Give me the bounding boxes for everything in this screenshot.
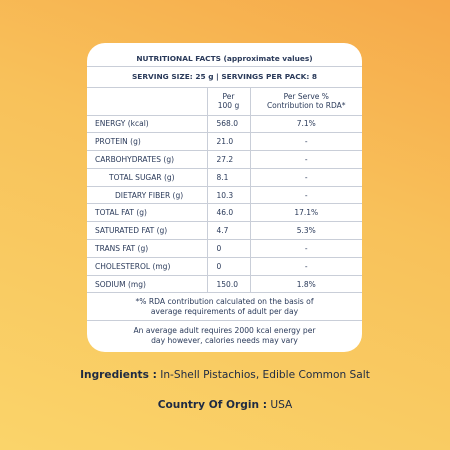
nutrient-name: PROTEIN (g) <box>87 132 208 152</box>
table-row: SATURATED FAT (g) 4.7 5.3% <box>87 221 362 241</box>
nutrient-rda: 1.8% <box>250 275 362 294</box>
energy-footnote: An average adult requires 2000 kcal ener… <box>133 326 316 346</box>
nutrient-per100: 21.0 <box>207 132 251 152</box>
nutrient-per100: 8.1 <box>207 168 251 187</box>
nutrient-per100: 46.0 <box>207 203 251 223</box>
nutrient-rda: 17.1% <box>250 203 362 223</box>
nutrient-name: ENERGY (kcal) <box>87 115 208 134</box>
nutrition-table: Per 100 g Per Serve % Contribution to RDA*… <box>87 88 362 294</box>
rda-footnote: *% RDA contribution calculated on the ba… <box>87 293 362 322</box>
nutrient-rda: - <box>250 168 362 187</box>
nutrient-rda: - <box>250 186 362 205</box>
nutrient-header <box>87 88 208 116</box>
nutrient-name: TOTAL SUGAR (g) <box>87 168 208 187</box>
country-value: USA <box>270 399 293 411</box>
ingredients-value: In-Shell Pistachios, Edible Common Salt <box>160 369 370 381</box>
nutrient-per100: 0 <box>207 257 251 276</box>
table-row: TOTAL FAT (g) 46.0 17.1% <box>87 203 362 223</box>
table-row: ENERGY (kcal) 568.0 7.1% <box>87 115 362 134</box>
table-row: CARBOHYDRATES (g) 27.2 - <box>87 150 362 169</box>
nutrient-name: TOTAL FAT (g) <box>87 203 208 223</box>
ingredients-line: Ingredients : In-Shell Pistachios, Edibl… <box>0 369 450 381</box>
nutrient-name: DIETARY FIBER (g) <box>87 186 208 205</box>
table-row: TRANS FAT (g) 0 - <box>87 239 362 258</box>
nutrient-per100: 0 <box>207 239 251 258</box>
table-header-row: Per 100 g Per Serve % Contribution to RDA* <box>87 88 362 116</box>
table-row: DIETARY FIBER (g) 10.3 - <box>87 186 362 205</box>
nutrition-title: NUTRITIONAL FACTS (approximate values) <box>87 43 362 67</box>
nutrient-per100: 150.0 <box>207 275 251 294</box>
nutrient-per100: 4.7 <box>207 221 251 241</box>
nutrient-name: SODIUM (mg) <box>87 275 208 294</box>
nutrient-name: SATURATED FAT (g) <box>87 221 208 241</box>
nutrient-rda: - <box>250 239 362 258</box>
nutrient-per100: 10.3 <box>207 186 251 205</box>
table-row: CHOLESTEROL (mg) 0 - <box>87 257 362 276</box>
nutrient-rda: 5.3% <box>250 221 362 241</box>
nutrient-name: CHOLESTEROL (mg) <box>87 257 208 276</box>
nutrient-per100: 27.2 <box>207 150 251 169</box>
nutrient-rda: - <box>250 150 362 169</box>
table-row: SODIUM (mg) 150.0 1.8% <box>87 275 362 294</box>
nutrient-rda: 7.1% <box>250 115 362 134</box>
country-label: Country Of Orgin : <box>157 399 267 411</box>
nutrient-name: CARBOHYDRATES (g) <box>87 150 208 169</box>
nutrient-rda: - <box>250 132 362 152</box>
rda-header: Per Serve % Contribution to RDA* <box>250 88 362 116</box>
per-100g-header: Per 100 g <box>207 88 251 116</box>
nutrition-facts-card: NUTRITIONAL FACTS (approximate values) S… <box>87 43 362 352</box>
country-of-origin-line: Country Of Orgin : USA <box>0 399 450 411</box>
table-row: PROTEIN (g) 21.0 - <box>87 132 362 152</box>
nutrient-name: TRANS FAT (g) <box>87 239 208 258</box>
nutrient-rda: - <box>250 257 362 276</box>
table-row: TOTAL SUGAR (g) 8.1 - <box>87 168 362 187</box>
ingredients-label: Ingredients : <box>80 369 157 381</box>
serving-info: SERVING SIZE: 25 g | SERVINGS PER PACK: … <box>131 72 318 81</box>
nutrient-per100: 568.0 <box>207 115 251 134</box>
